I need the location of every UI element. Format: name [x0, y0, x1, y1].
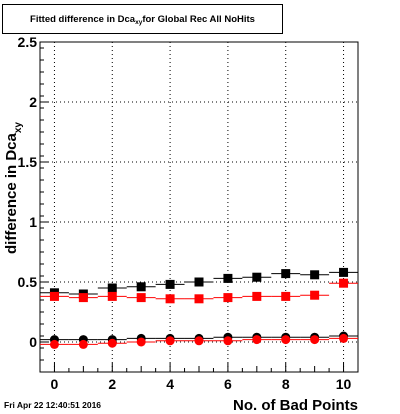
data-point-circle	[281, 335, 291, 345]
data-point-circle	[165, 336, 175, 346]
title-rest: for Global Rec All NoHits	[142, 13, 255, 25]
grid	[40, 41, 358, 372]
y-tick-label: 0	[29, 334, 37, 350]
y-tick-label: 1.5	[18, 154, 38, 170]
data-point-circle	[223, 336, 233, 346]
data-point-circle	[107, 338, 117, 348]
data-point-square	[194, 294, 204, 304]
data-point-circle	[78, 339, 88, 349]
timestamp: Fri Apr 22 12:40:51 2016	[4, 400, 102, 410]
data-point-circle	[252, 335, 262, 345]
data-point-circle	[339, 333, 349, 343]
x-tick-label: 2	[108, 376, 116, 392]
title-main: Fitted difference in Dca	[30, 13, 136, 25]
chart-title: Fitted difference in Dca xy for Global Re…	[2, 4, 283, 34]
data-point-square	[78, 293, 88, 303]
data-point-circle	[136, 337, 146, 347]
plot-frame	[39, 41, 359, 373]
data-point-square	[223, 273, 233, 283]
tick-labels: 0 2 4 6 8 10 0 0.5 1 1.5 2 2.5	[18, 34, 352, 392]
data-point-square	[165, 279, 175, 289]
data-point-square	[194, 277, 204, 287]
y-tick-label: 1	[29, 214, 37, 230]
x-tick-label: 10	[336, 376, 352, 392]
data-point-square	[310, 270, 320, 280]
data-point-square	[252, 291, 262, 301]
data-point-square	[252, 272, 262, 282]
y-tick-label: 0.5	[18, 274, 38, 290]
title-subscript: xy	[135, 18, 143, 26]
y-tick-label: 2	[29, 94, 37, 110]
data-point-square	[281, 269, 291, 279]
data-point-circle	[194, 336, 204, 346]
x-tick-label: 0	[51, 376, 59, 392]
data-point-square	[136, 282, 146, 292]
data-point-circle	[49, 339, 59, 349]
data-point-square	[165, 294, 175, 304]
data-point-square	[49, 291, 59, 301]
x-axis-title: No. of Bad Points	[233, 397, 358, 414]
data-point-square	[339, 267, 349, 277]
x-tick-label: 8	[282, 376, 290, 392]
x-tick-label: 4	[166, 376, 174, 392]
data-point-square	[310, 290, 320, 300]
data-point-square	[223, 293, 233, 303]
data-point-square	[281, 291, 291, 301]
data-point-square	[339, 278, 349, 288]
data-point-square	[136, 293, 146, 303]
y-axis-title: difference in Dcaxy	[3, 122, 24, 254]
x-tick-label: 6	[224, 376, 232, 392]
y-axis-title-sub: xy	[13, 122, 24, 134]
data-point-square	[107, 283, 117, 293]
data-marks	[40, 267, 358, 349]
axis-ticks	[39, 41, 359, 373]
data-point-square	[107, 291, 117, 301]
y-axis-title-main: difference in Dca	[3, 132, 20, 254]
data-point-circle	[310, 335, 320, 345]
y-tick-label: 2.5	[18, 34, 38, 50]
